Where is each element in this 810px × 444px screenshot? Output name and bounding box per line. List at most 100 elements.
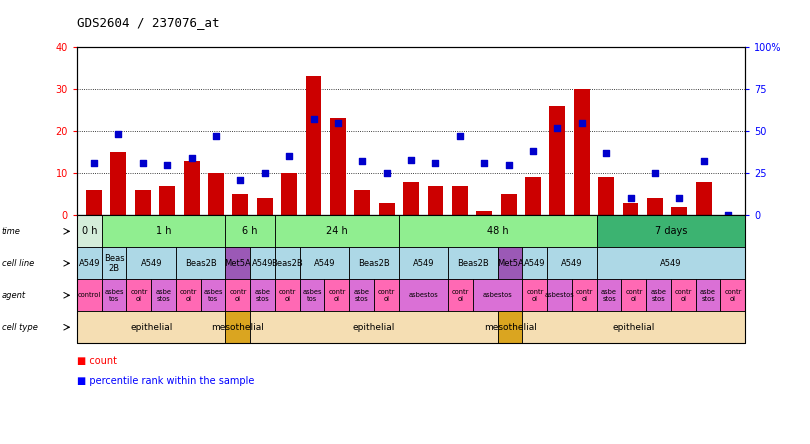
Text: contr
ol: contr ol (328, 289, 346, 302)
Point (234, 176, 247, 183)
Text: asbestos: asbestos (408, 292, 438, 298)
Text: asbes
tos: asbes tos (104, 289, 124, 302)
Text: time: time (2, 227, 20, 236)
Text: A549: A549 (252, 259, 273, 268)
Text: contr
ol: contr ol (279, 289, 296, 302)
Text: asbe
stos: asbe stos (700, 289, 716, 302)
Point (673, 195, 686, 202)
Text: asbe
stos: asbe stos (601, 289, 617, 302)
Point (624, 195, 637, 202)
Text: epithelial: epithelial (612, 323, 655, 332)
Text: contr
ol: contr ol (377, 289, 395, 302)
Text: contr
ol: contr ol (724, 289, 741, 302)
Text: control: control (78, 292, 101, 298)
Bar (573, 89, 590, 215)
Text: mesothelial: mesothelial (211, 323, 264, 332)
Text: 6 h: 6 h (242, 226, 258, 236)
Bar (330, 119, 346, 215)
Text: Met5A: Met5A (224, 259, 251, 268)
Text: contr
ol: contr ol (229, 289, 246, 302)
Text: Met5A: Met5A (497, 259, 523, 268)
Bar (184, 161, 199, 215)
Bar (599, 178, 614, 215)
Text: contr
ol: contr ol (180, 289, 197, 302)
Text: asbestos: asbestos (544, 292, 574, 298)
Point (185, 155, 198, 162)
Bar (135, 190, 151, 215)
Point (697, 158, 710, 165)
Text: contr
ol: contr ol (526, 289, 544, 302)
Bar (208, 173, 224, 215)
Text: asbes
tos: asbes tos (302, 289, 322, 302)
Bar (476, 211, 492, 215)
Bar (403, 182, 419, 215)
Point (87, 159, 100, 166)
Text: ■ count: ■ count (77, 356, 117, 366)
Point (136, 159, 149, 166)
Text: cell line: cell line (2, 259, 34, 268)
Text: A549: A549 (524, 259, 546, 268)
Bar (671, 207, 687, 215)
Bar (696, 182, 712, 215)
Text: GDS2604 / 237076_at: GDS2604 / 237076_at (77, 16, 220, 28)
Text: contr
ol: contr ol (576, 289, 593, 302)
Bar (501, 194, 517, 215)
Text: epithelial: epithelial (130, 323, 173, 332)
Text: contr
ol: contr ol (625, 289, 642, 302)
Text: contr
ol: contr ol (675, 289, 692, 302)
Point (575, 119, 588, 126)
Text: asbestos: asbestos (483, 292, 513, 298)
Point (112, 131, 125, 138)
Bar (110, 152, 126, 215)
Bar (525, 178, 541, 215)
Bar (379, 203, 394, 215)
Text: asbe
stos: asbe stos (354, 289, 369, 302)
Point (258, 170, 271, 177)
Text: asbe
stos: asbe stos (650, 289, 667, 302)
Point (454, 132, 467, 139)
Text: 0 h: 0 h (82, 226, 97, 236)
Point (526, 148, 539, 155)
Point (380, 170, 393, 177)
Point (331, 119, 344, 126)
Bar (86, 190, 102, 215)
Point (502, 161, 515, 168)
Point (160, 161, 173, 168)
Bar (452, 186, 468, 215)
Text: A549: A549 (413, 259, 434, 268)
Text: agent: agent (2, 291, 26, 300)
Text: Beas2B: Beas2B (358, 259, 390, 268)
Text: 7 days: 7 days (654, 226, 687, 236)
Point (478, 159, 491, 166)
Text: A549: A549 (660, 259, 682, 268)
Bar (623, 203, 638, 215)
Text: Beas2B: Beas2B (185, 259, 216, 268)
Point (649, 170, 662, 177)
Point (283, 153, 296, 160)
Point (356, 158, 369, 165)
Bar (428, 186, 443, 215)
Text: asbes
tos: asbes tos (203, 289, 223, 302)
Text: asbe
stos: asbe stos (156, 289, 172, 302)
Text: Beas
2B: Beas 2B (104, 254, 125, 273)
Text: 1 h: 1 h (156, 226, 172, 236)
Bar (647, 198, 663, 215)
Text: contr
ol: contr ol (452, 289, 469, 302)
Text: contr
ol: contr ol (130, 289, 147, 302)
Text: Beas2B: Beas2B (271, 259, 303, 268)
Bar (232, 194, 249, 215)
Text: 24 h: 24 h (326, 226, 347, 236)
Bar (160, 186, 175, 215)
Bar (257, 198, 273, 215)
Text: cell type: cell type (2, 323, 37, 332)
Text: Beas2B: Beas2B (457, 259, 488, 268)
Text: mesothelial: mesothelial (484, 323, 536, 332)
Point (599, 149, 612, 156)
Text: A549: A549 (561, 259, 582, 268)
Point (210, 132, 223, 139)
Text: ■ percentile rank within the sample: ■ percentile rank within the sample (77, 376, 254, 386)
Point (404, 156, 418, 163)
Text: A549: A549 (79, 259, 100, 268)
Bar (549, 106, 565, 215)
Text: 48 h: 48 h (487, 226, 509, 236)
